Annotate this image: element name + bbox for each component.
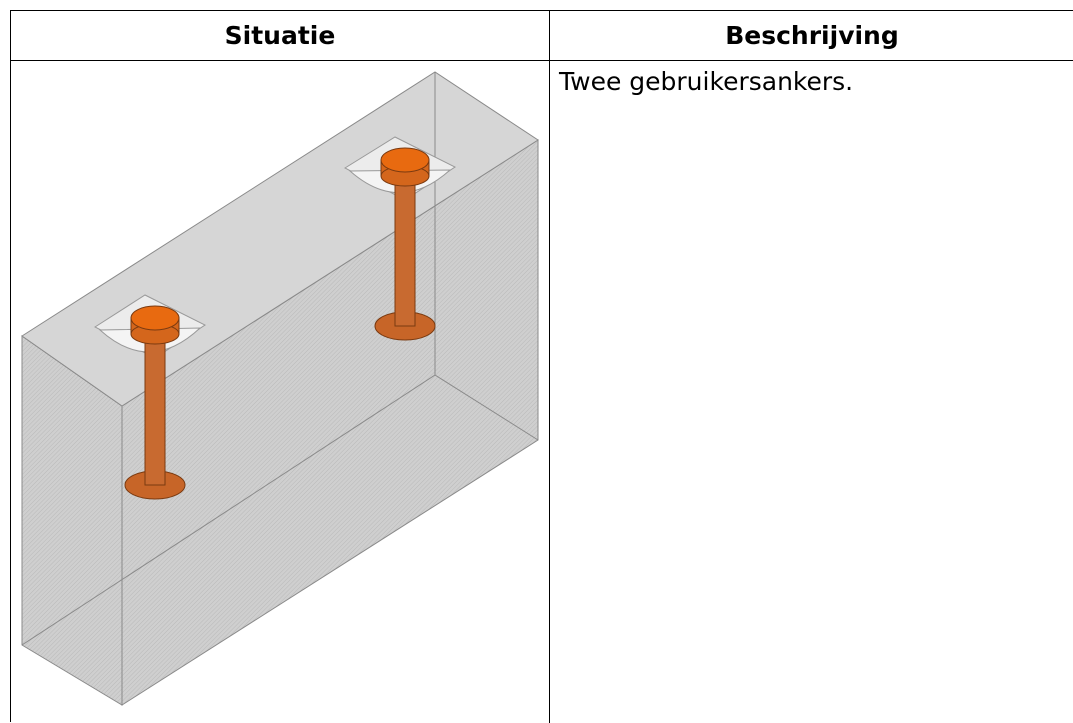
- situation-image: [21, 71, 539, 706]
- description: Twee gebruikersankers.: [559, 67, 854, 96]
- column-header: Beschrijving: [550, 11, 1073, 61]
- column-header: Situatie: [11, 11, 550, 61]
- column-divider: [549, 61, 550, 723]
- table: Situatie Beschrijving Twee gebruikersank…: [10, 10, 1073, 723]
